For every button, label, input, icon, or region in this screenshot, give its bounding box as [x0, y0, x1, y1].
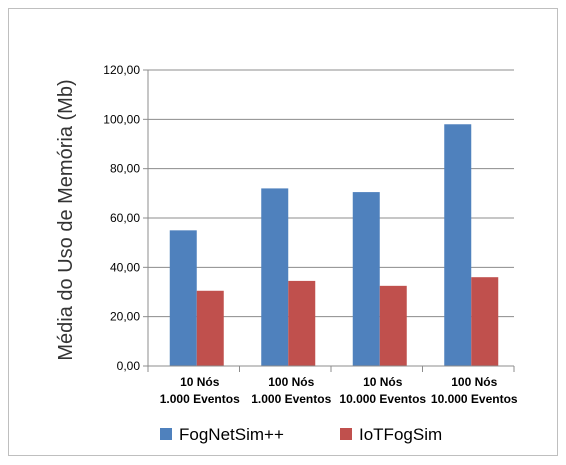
legend-swatch [160, 428, 172, 440]
y-tick-label: 120,00 [103, 63, 140, 77]
legend: FogNetSim++ IoTFogSim [160, 425, 442, 444]
x-category-label: 10.000 Eventos [431, 392, 518, 406]
legend-swatch [340, 428, 352, 440]
x-category-label: 100 Nós [268, 375, 314, 389]
bar-iotfogsim [288, 280, 316, 366]
bar-iotfogsim [379, 285, 407, 366]
y-tick-label: 60,00 [110, 211, 140, 225]
bar-iotfogsim [196, 290, 224, 366]
axes [147, 70, 515, 372]
legend-label: IoTFogSim [359, 425, 442, 444]
bar-fognetsim- [444, 124, 472, 367]
bars [169, 124, 499, 367]
y-tick-label: 100,00 [103, 112, 140, 126]
x-category-label: 1.000 Eventos [251, 392, 331, 406]
category-labels: 10 Nós 1.000 Eventos 100 Nós 1.000 Eventos 1… [160, 375, 518, 406]
x-category-label: 10.000 Eventos [339, 392, 426, 406]
y-tick-labels: 0,00 20,00 40,00 60,00 80,00 100,00 120,00 [103, 63, 140, 373]
y-axis-label: Média do Uso de Memória (Mb) [55, 79, 77, 360]
x-category-label: 1.000 Eventos [160, 392, 240, 406]
x-category-label: 100 Nós [451, 375, 497, 389]
y-tick-label: 0,00 [117, 359, 141, 373]
y-tick-label: 20,00 [110, 310, 140, 324]
legend-label: FogNetSim++ [179, 425, 284, 444]
y-tick-label: 80,00 [110, 162, 140, 176]
bar-iotfogsim [471, 277, 499, 366]
x-category-label: 10 Nós [180, 375, 220, 389]
bar-fognetsim- [169, 230, 197, 366]
bar-fognetsim- [261, 188, 289, 366]
x-category-label: 10 Nós [363, 375, 403, 389]
bar-fognetsim- [352, 192, 380, 366]
y-tick-label: 40,00 [110, 260, 140, 274]
